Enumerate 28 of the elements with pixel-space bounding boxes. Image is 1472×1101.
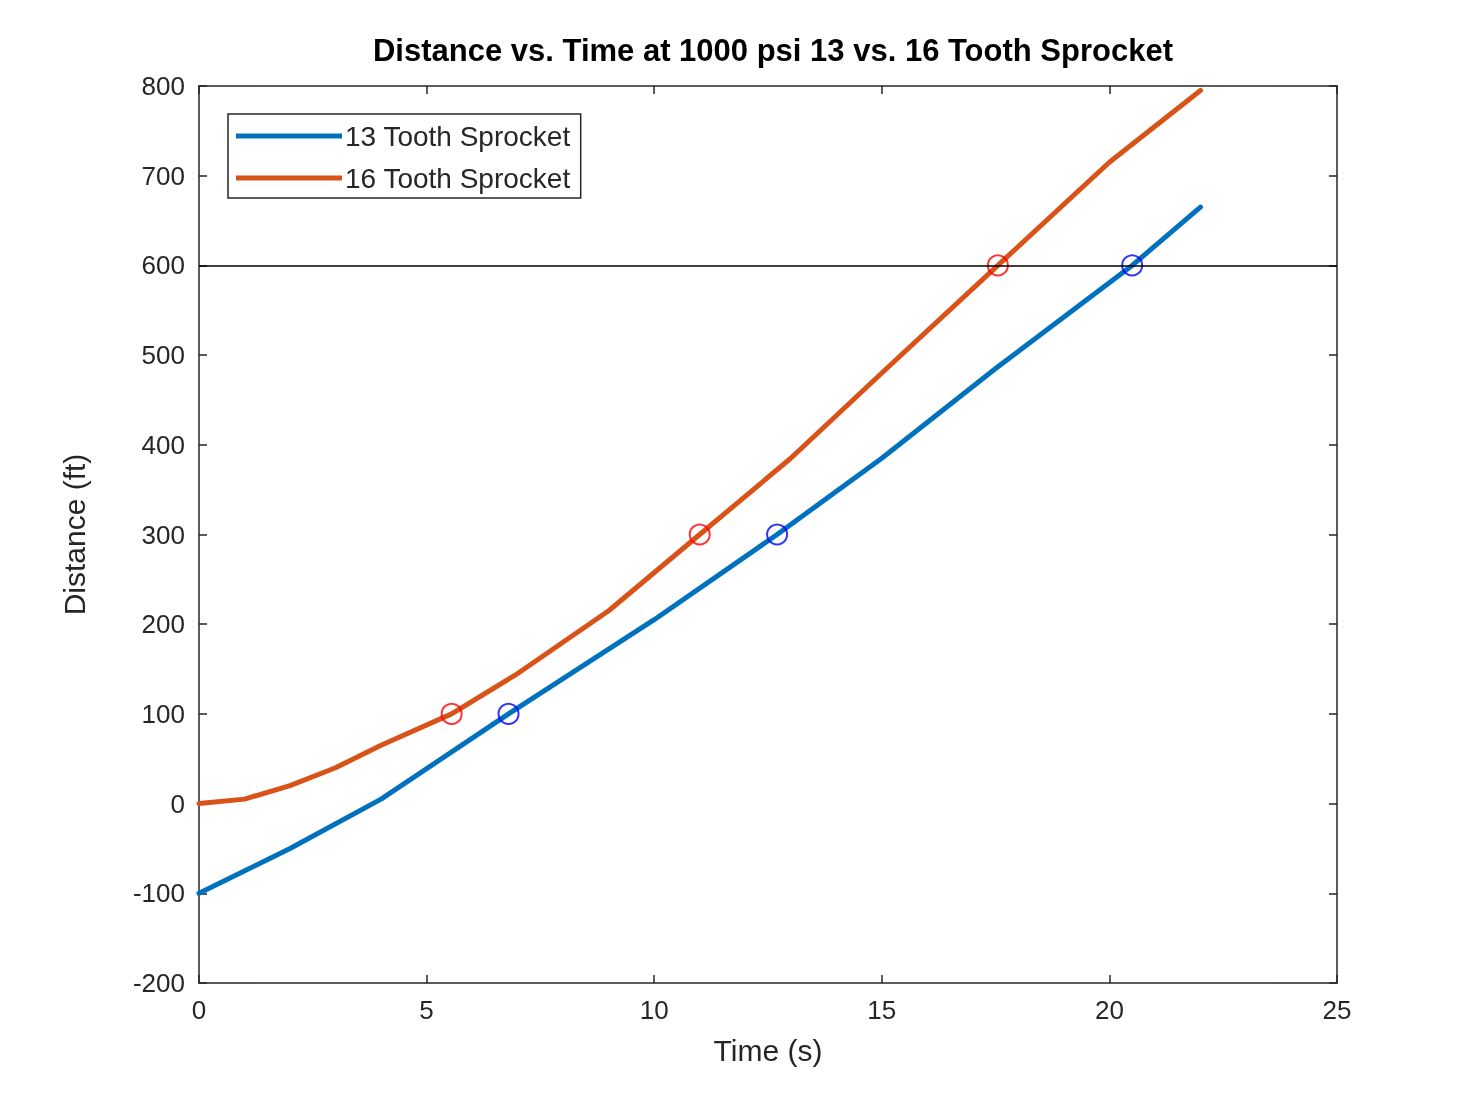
- x-tick-label: 5: [419, 995, 434, 1025]
- y-tick-label: -100: [132, 878, 185, 909]
- x-tick-label: 0: [191, 995, 207, 1025]
- legend-label: 16 Tooth Sprocket: [345, 162, 571, 194]
- point: [497, 702, 520, 725]
- legend-label: 13 Tooth Sprocket: [345, 120, 571, 152]
- y-tick-label: 500: [141, 340, 185, 371]
- y-tick-label: 400: [141, 429, 185, 460]
- chart-title: Distance vs. Time at 1000 psi 13 vs. 16 Tooth Sprocket: [372, 33, 1174, 68]
- y-tick-label: 100: [141, 698, 185, 729]
- x-tick-label: 10: [639, 995, 669, 1025]
- y-tick-label: 800: [141, 71, 185, 101]
- point: [766, 523, 789, 546]
- x-tick-label: 20: [1094, 995, 1124, 1025]
- y-tick-label: 0: [170, 788, 185, 819]
- y-tick-label: 700: [141, 160, 185, 191]
- point: [1121, 254, 1144, 277]
- x-axis-title: Time (s): [713, 1033, 823, 1067]
- y-axis-title: Distance (ft): [57, 453, 91, 616]
- x-tick-label: 25: [1322, 995, 1352, 1025]
- y-tick-label: 600: [141, 250, 185, 281]
- x-tick-label: 15: [867, 995, 897, 1025]
- y-tick-label: -200: [132, 968, 185, 998]
- y-tick-label: 300: [141, 519, 185, 550]
- point: [986, 254, 1009, 277]
- point: [688, 523, 711, 546]
- y-tick-label: 200: [141, 609, 185, 640]
- point: [440, 702, 463, 725]
